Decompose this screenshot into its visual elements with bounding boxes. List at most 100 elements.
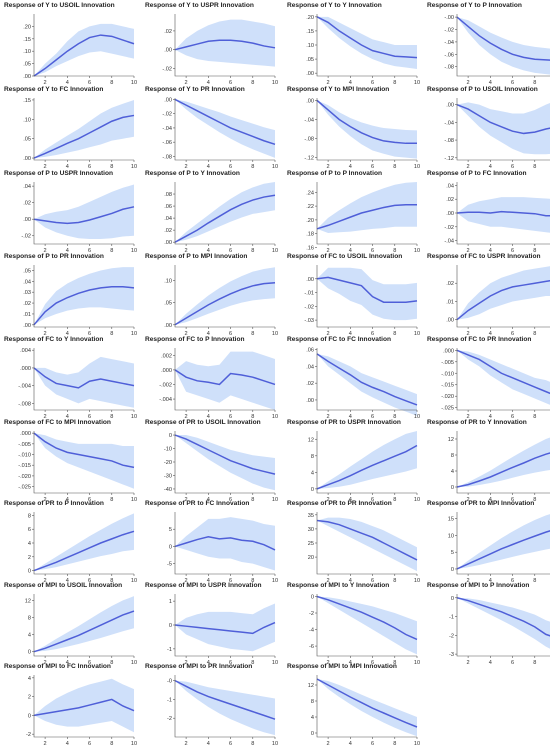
y-tick-label: .15 (23, 37, 31, 43)
y-tick-label: .15 (23, 98, 31, 104)
y-tick-label: -.02 (162, 112, 172, 118)
y-tick-label: 8 (28, 513, 31, 519)
y-tick-label: .05 (164, 301, 172, 307)
panel-title: Response of PR to P Innovation (4, 500, 104, 507)
y-tick-label: .000 (20, 431, 31, 437)
x-tick-label: 6 (511, 497, 514, 503)
y-tick-label: -.06 (162, 140, 172, 146)
plot-area: .00 .05 .10 .15 .20 2 4 6 8 10 (23, 14, 137, 86)
x-tick-label: 10 (414, 741, 420, 745)
y-tick-label: .05 (23, 137, 31, 143)
plot-area: .10 .05 .00 2 4 6 8 10 (164, 265, 278, 337)
x-tick-label: 6 (371, 741, 374, 745)
response-line (33, 432, 135, 469)
y-tick-label: .00 (164, 97, 172, 103)
y-tick-label: .18 (306, 232, 314, 238)
x-tick-label: 6 (229, 497, 232, 503)
y-tick-label: -2 (167, 716, 172, 722)
x-tick-label: 8 (393, 660, 396, 666)
confidence-band (317, 100, 417, 159)
y-tick-label: 12 (448, 437, 454, 443)
panel-title: Response of Y to P Innovation (427, 2, 522, 9)
plot-area: .20 .15 .10 .05 .00 2 4 6 8 10 (306, 14, 420, 86)
panel-title: Response of MPI to P Innovation (427, 582, 530, 589)
x-tick-label: 2 (44, 741, 47, 745)
panel-title: Response of MPI to MPI Innovation (287, 663, 397, 670)
x-tick-label: 8 (393, 164, 396, 170)
y-tick-label: .20 (306, 218, 314, 224)
y-tick-label: .04 (164, 216, 172, 222)
axis-frame (316, 512, 417, 575)
x-tick-label: 6 (229, 660, 232, 666)
x-tick-label: 10 (131, 414, 137, 420)
x-tick-label: 6 (229, 80, 232, 86)
confidence-band (457, 17, 550, 75)
confidence-band (317, 517, 417, 572)
y-tick-label: 0 (451, 567, 454, 573)
irf-panel: Response of FC to FC Innovation .06 .04 .02… (287, 336, 425, 420)
irf-panel: Response of Y to FC Innovation .15 .10 .05.… (4, 86, 142, 170)
y-tick-label: 2 (28, 695, 31, 701)
y-tick-label: -.06 (444, 52, 454, 58)
y-tick-label: .02 (306, 381, 314, 387)
x-tick-label: 8 (110, 660, 113, 666)
y-tick-label: 15 (448, 517, 454, 523)
y-tick-label: .00 (23, 156, 31, 162)
y-tick-label: -2 (26, 732, 31, 738)
x-tick-label: 2 (327, 248, 330, 254)
axis-frame (316, 431, 417, 494)
x-tick-label: 8 (110, 248, 113, 254)
y-tick-label: .02 (164, 29, 172, 35)
plot-area: .15 .10 .05 .00 2 4 6 8 10 (23, 98, 137, 170)
irf-panel: Response of FC to P Innovation .002 .000 -.… (145, 336, 283, 420)
y-tick-label: 20 (308, 555, 314, 561)
y-tick-label: -.00 (444, 15, 454, 21)
plot-area: 8 6 4 2 0 2 4 6 8 10 (28, 512, 137, 584)
x-tick-label: 10 (131, 248, 137, 254)
y-tick-label: .000 (20, 366, 31, 372)
y-tick-label: -.025 (18, 485, 31, 491)
panel-title: Response of P to USPR Innovation (4, 170, 114, 177)
x-tick-label: 2 (467, 164, 470, 170)
axis-frame (174, 431, 275, 494)
response-line (33, 530, 135, 572)
y-tick-label: 0 (311, 487, 314, 493)
x-tick-label: 4 (66, 414, 69, 420)
confidence-band (34, 267, 134, 325)
y-tick-label: .000 (161, 368, 172, 374)
response-line (174, 98, 276, 146)
y-tick-label: -.015 (441, 383, 454, 389)
y-tick-label: .02 (23, 301, 31, 307)
y-tick-label: -3 (449, 652, 454, 658)
panel-title: Response of FC to FC Innovation (287, 336, 392, 343)
x-tick-label: 10 (272, 80, 278, 86)
y-tick-label: .00 (23, 217, 31, 223)
y-tick-label: .04 (446, 183, 454, 189)
x-tick-label: 10 (131, 741, 137, 745)
x-tick-label: 4 (349, 164, 352, 170)
confidence-band (34, 596, 134, 652)
y-tick-label: 4 (28, 676, 31, 682)
response-line (33, 114, 135, 159)
x-tick-label: 6 (88, 578, 91, 584)
x-tick-label: 10 (272, 164, 278, 170)
response-line (33, 698, 135, 717)
x-tick-label: 4 (489, 578, 492, 584)
response-line (174, 536, 276, 551)
x-tick-label: 8 (110, 741, 113, 745)
y-tick-label: 5 (169, 527, 172, 533)
response-line (174, 621, 276, 635)
x-tick-label: 2 (327, 164, 330, 170)
panel-title: Response of PR to PR Innovation (287, 500, 392, 507)
x-tick-label: 8 (110, 414, 113, 420)
x-tick-label: 6 (511, 414, 514, 420)
x-tick-label: 4 (489, 414, 492, 420)
y-tick-label: 4 (451, 469, 454, 475)
plot-area: .06 .04 .02 .00 2 4 6 8 10 (306, 348, 420, 420)
confidence-band (34, 99, 134, 159)
y-tick-label: -.12 (444, 156, 454, 162)
response-line (456, 279, 550, 321)
x-tick-label: 6 (229, 164, 232, 170)
